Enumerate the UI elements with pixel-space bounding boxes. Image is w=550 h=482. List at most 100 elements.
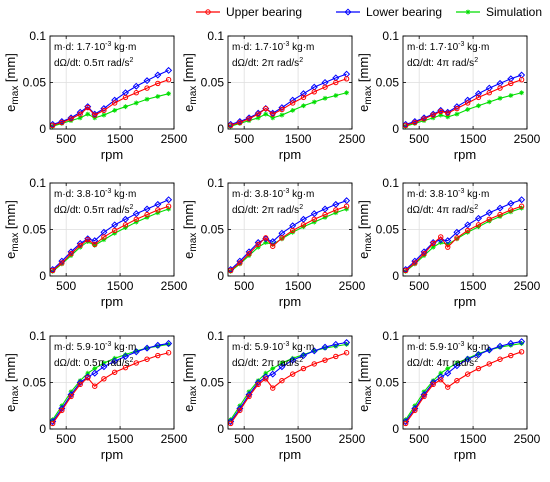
data-point <box>155 207 161 213</box>
series-line <box>405 205 522 271</box>
data-point <box>344 90 350 96</box>
data-point <box>311 216 317 222</box>
x-tick-label: 2500 <box>161 279 188 293</box>
y-tick-label: 0 <box>39 122 46 136</box>
data-point <box>279 236 285 242</box>
data-point <box>445 241 451 247</box>
series-line <box>230 205 347 271</box>
y-tick-label: 0.05 <box>201 76 225 90</box>
series-line <box>405 207 522 272</box>
data-point <box>464 227 471 234</box>
data-point <box>279 112 285 118</box>
subplot-r1c3: 500 1500 2500 0 0.05 0.1 m·d: 1.7·10-3 kg·m dΩ/… <box>356 29 541 162</box>
data-point <box>132 82 140 90</box>
data-point <box>412 119 418 126</box>
x-tick-label: 2500 <box>339 432 366 446</box>
data-point <box>278 363 286 371</box>
data-point <box>270 366 276 371</box>
series-upper-bearing <box>403 203 525 274</box>
y-tick-label: 0 <box>392 422 399 436</box>
data-point <box>497 211 503 218</box>
annotation-unbalance: m·d: 5.9·10-3 kg·m <box>407 341 489 353</box>
data-point <box>518 196 526 204</box>
data-point <box>166 91 172 97</box>
data-point <box>344 341 350 347</box>
data-point <box>133 348 139 354</box>
y-axis-label: emax [mm] <box>3 200 21 259</box>
x-axis-label: rpm <box>101 447 123 462</box>
data-point <box>474 90 482 98</box>
data-point <box>254 239 262 247</box>
series-line <box>52 343 169 421</box>
series-simulation <box>228 90 350 129</box>
series-line <box>405 79 522 126</box>
data-point <box>519 90 525 96</box>
data-point <box>454 235 460 241</box>
data-point <box>438 112 444 118</box>
annotation-unbalance: m·d: 3.8·10-3 kg·m <box>407 188 489 200</box>
data-point <box>289 227 296 234</box>
data-point <box>270 243 276 249</box>
y-tick-label: 0.1 <box>207 176 224 190</box>
series-line <box>405 342 522 421</box>
data-point <box>121 352 129 360</box>
data-point <box>59 119 65 126</box>
data-point <box>144 85 150 91</box>
subplot-r2c3: 500 1500 2500 0 0.05 0.1 m·d: 3.8·10-3 kg·m dΩ/… <box>356 176 541 309</box>
data-point <box>301 103 306 109</box>
data-point <box>155 343 161 349</box>
data-point <box>263 370 269 376</box>
x-tick-label: 2500 <box>514 432 541 446</box>
data-point <box>310 210 318 218</box>
data-point <box>421 116 427 122</box>
data-point <box>464 371 471 377</box>
y-axis-label: emax [mm] <box>356 53 374 112</box>
y-tick-label: 0.1 <box>207 29 224 43</box>
x-tick-label: 1500 <box>460 432 487 446</box>
data-point <box>518 338 526 346</box>
data-point <box>263 235 269 241</box>
data-point <box>263 105 269 112</box>
data-point <box>76 378 84 387</box>
data-point <box>263 111 269 117</box>
data-point <box>333 93 339 98</box>
data-point <box>111 227 118 234</box>
series-line <box>52 205 169 271</box>
y-tick-label: 0.1 <box>382 329 399 343</box>
x-tick-label: 1500 <box>107 132 134 146</box>
data-point <box>497 356 503 362</box>
data-point <box>321 205 329 213</box>
series-group <box>50 339 173 427</box>
data-point <box>333 207 339 213</box>
series-simulation <box>403 341 525 423</box>
data-point <box>403 268 409 274</box>
data-point <box>85 237 91 243</box>
x-tick-label: 500 <box>234 279 254 293</box>
annotation-unbalance: m·d: 1.7·10-3 kg·m <box>407 41 489 53</box>
data-point <box>508 80 514 87</box>
data-point <box>91 237 99 245</box>
data-point <box>144 356 150 362</box>
data-point <box>496 204 504 212</box>
data-point <box>475 94 482 101</box>
y-tick-label: 0.05 <box>376 223 400 237</box>
data-point <box>59 260 65 266</box>
data-point <box>403 122 409 128</box>
data-point <box>279 377 285 384</box>
annotation-unbalance: m·d: 3.8·10-3 kg·m <box>232 188 314 200</box>
data-point <box>144 211 150 218</box>
legend-label: Lower bearing <box>366 5 442 19</box>
x-tick-label: 500 <box>56 279 76 293</box>
data-point <box>68 393 74 400</box>
data-point <box>269 370 277 378</box>
data-point <box>474 214 482 222</box>
data-point <box>92 241 98 248</box>
data-point <box>228 267 234 274</box>
annotation-accel: dΩ/dt: 0.5π rad/s2 <box>54 357 134 369</box>
data-point <box>497 344 503 350</box>
data-point <box>123 352 128 357</box>
data-point <box>278 104 286 112</box>
data-point <box>289 100 296 106</box>
data-point <box>508 342 514 348</box>
data-point <box>290 108 296 113</box>
